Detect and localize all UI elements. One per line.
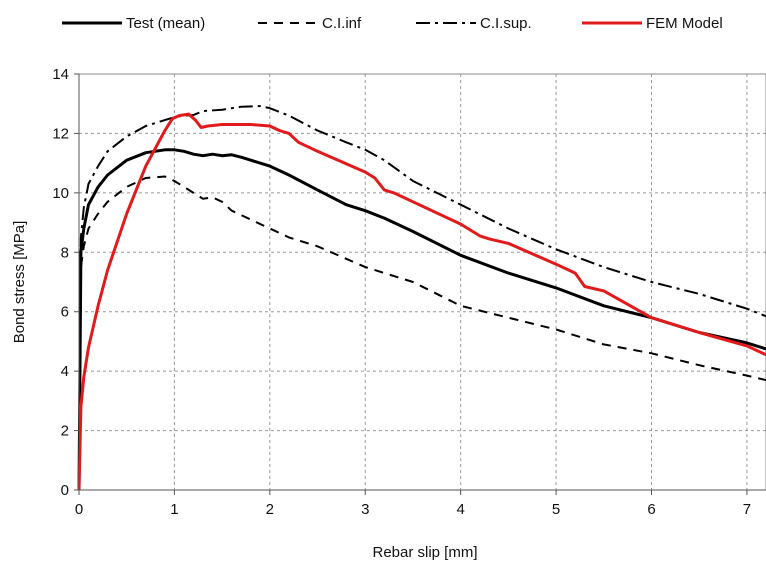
series-line-c-i-inf xyxy=(78,175,766,491)
legend-item-ci-inf: C.I.inf xyxy=(258,15,362,32)
legend-item-test-mean: Test (mean) xyxy=(62,15,205,32)
x-tick-label: 3 xyxy=(361,501,369,518)
y-tick-label: 8 xyxy=(61,244,69,261)
x-tick-label: 1 xyxy=(170,501,178,518)
grid xyxy=(79,74,766,490)
legend-label-test-mean: Test (mean) xyxy=(126,15,205,32)
y-axis-title: Bond stress [MPa] xyxy=(11,221,28,344)
legend-label-fem-model: FEM Model xyxy=(646,15,723,32)
x-tick-label: 6 xyxy=(647,501,655,518)
legend-label-ci-inf: C.I.inf xyxy=(322,15,362,32)
series-layer xyxy=(77,105,766,491)
x-tick-label: 0 xyxy=(75,501,83,518)
y-tick-label: 10 xyxy=(52,185,69,202)
series-line-c-i-sup xyxy=(78,105,766,491)
legend-item-fem-model: FEM Model xyxy=(582,15,723,32)
x-tick-label: 7 xyxy=(743,501,751,518)
legend: Test (mean) C.I.inf C.I.sup. FEM Model xyxy=(62,15,723,32)
x-axis-title: Rebar slip [mm] xyxy=(372,544,477,561)
x-tick-label: 5 xyxy=(552,501,560,518)
x-tick-label: 2 xyxy=(266,501,274,518)
legend-item-ci-sup: C.I.sup. xyxy=(416,15,532,32)
legend-label-ci-sup: C.I.sup. xyxy=(480,15,532,32)
series-line-fem-model xyxy=(77,112,766,491)
y-tick-label: 12 xyxy=(52,125,69,142)
y-tick-label: 0 xyxy=(61,482,69,499)
plot-frame xyxy=(78,73,766,491)
series-line-test-mean xyxy=(77,148,766,491)
y-tick-label: 14 xyxy=(52,66,69,83)
x-tick-label: 4 xyxy=(456,501,464,518)
y-tick-label: 2 xyxy=(61,423,69,440)
y-tick-label: 4 xyxy=(61,363,69,380)
y-tick-label: 6 xyxy=(61,304,69,321)
